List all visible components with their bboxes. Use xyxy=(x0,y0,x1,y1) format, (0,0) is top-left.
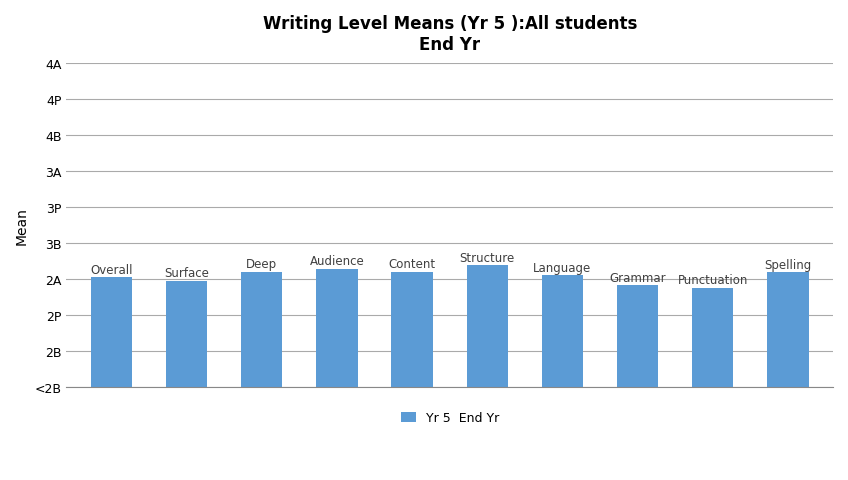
Text: Deep: Deep xyxy=(246,258,277,271)
Bar xyxy=(767,273,809,387)
Title: Writing Level Means (Yr 5 ):All students
End Yr: Writing Level Means (Yr 5 ):All students… xyxy=(263,15,637,54)
Bar xyxy=(542,276,583,387)
Text: Grammar: Grammar xyxy=(609,271,666,284)
Text: Language: Language xyxy=(533,261,592,274)
Text: Overall: Overall xyxy=(90,263,133,276)
Bar xyxy=(466,265,508,387)
Text: Audience: Audience xyxy=(310,255,365,268)
Y-axis label: Mean: Mean xyxy=(15,206,29,244)
Bar xyxy=(392,272,432,387)
Bar xyxy=(166,281,207,387)
Bar xyxy=(91,277,132,387)
Legend: Yr 5  End Yr: Yr 5 End Yr xyxy=(395,407,504,429)
Text: Structure: Structure xyxy=(460,251,515,264)
Text: Content: Content xyxy=(388,258,436,271)
Bar xyxy=(241,272,282,387)
Text: Punctuation: Punctuation xyxy=(678,274,748,287)
Text: Spelling: Spelling xyxy=(764,258,812,271)
Bar xyxy=(617,286,658,387)
Bar xyxy=(316,269,358,387)
Bar xyxy=(692,288,734,387)
Text: Surface: Surface xyxy=(165,266,209,279)
